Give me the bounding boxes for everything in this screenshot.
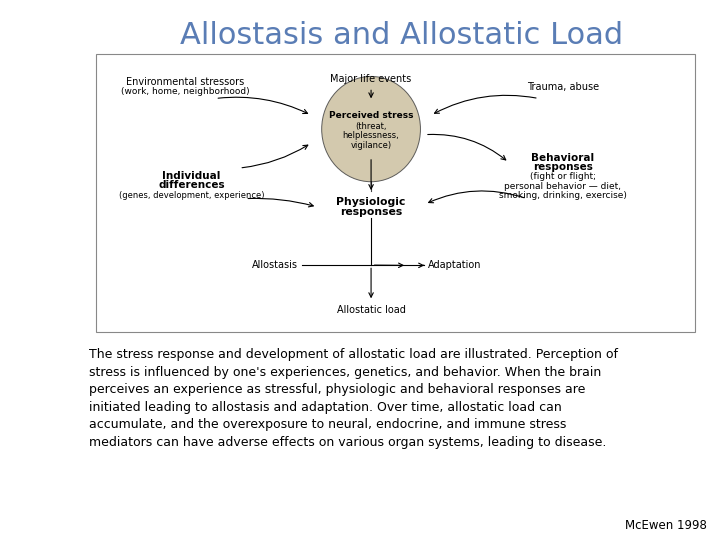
- Text: Physiologic: Physiologic: [336, 197, 406, 207]
- Text: Individual: Individual: [162, 171, 220, 180]
- Text: The stress response and development of allostatic load are illustrated. Percepti: The stress response and development of a…: [89, 348, 618, 449]
- Text: smoking, drinking, exercise): smoking, drinking, exercise): [499, 191, 626, 200]
- Text: personal behavior — diet,: personal behavior — diet,: [504, 181, 621, 191]
- Text: McEwen 1998: McEwen 1998: [626, 519, 707, 532]
- Text: Environmental stressors: Environmental stressors: [126, 77, 245, 87]
- FancyBboxPatch shape: [96, 54, 695, 332]
- Text: responses: responses: [533, 162, 593, 172]
- Text: Allostasis and Allostatic Load: Allostasis and Allostatic Load: [180, 21, 623, 50]
- Text: (genes, development, experience): (genes, development, experience): [119, 191, 264, 200]
- Text: Allostasis: Allostasis: [252, 260, 298, 271]
- Text: Allostatic load: Allostatic load: [337, 305, 405, 315]
- Text: differences: differences: [158, 180, 225, 190]
- Text: (work, home, neighborhood): (work, home, neighborhood): [121, 87, 250, 96]
- Text: helplessness,: helplessness,: [343, 131, 400, 140]
- Text: (fight or flight;: (fight or flight;: [530, 172, 595, 181]
- Text: Trauma, abuse: Trauma, abuse: [526, 83, 599, 92]
- Text: Perceived stress: Perceived stress: [329, 111, 413, 120]
- Text: vigilance): vigilance): [351, 141, 392, 150]
- Text: (threat,: (threat,: [355, 122, 387, 131]
- Text: Major life events: Major life events: [330, 74, 412, 84]
- Text: Adaptation: Adaptation: [428, 260, 482, 271]
- Ellipse shape: [322, 77, 420, 182]
- Text: Behavioral: Behavioral: [531, 152, 594, 163]
- Text: responses: responses: [340, 207, 402, 218]
